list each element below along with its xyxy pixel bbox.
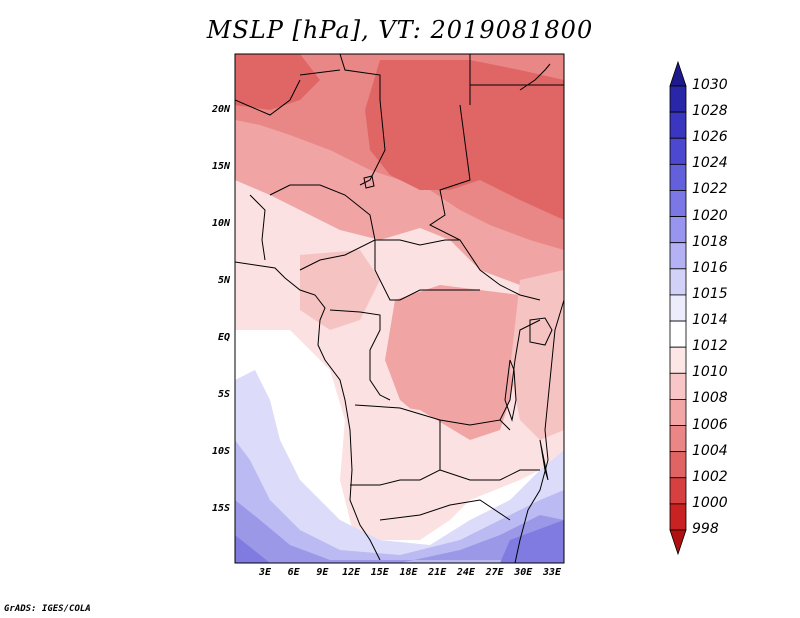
lon-label: 6E [287, 567, 300, 578]
border-8 [375, 239, 460, 246]
colorbar-label: 1015 [692, 285, 728, 302]
border-12 [350, 420, 441, 486]
border-10 [329, 309, 391, 401]
lat-label: 15N [211, 161, 230, 172]
field-region-high4 [235, 535, 270, 563]
colorbar-segment [669, 399, 687, 426]
lake-victoria [529, 317, 553, 346]
colorbar-label: 1002 [692, 468, 728, 485]
border-9 [374, 240, 480, 301]
lon-label: 30E [514, 567, 533, 578]
colorbar-segment [669, 346, 687, 374]
field-region-high2 [235, 440, 564, 563]
lat-label: 5S [217, 389, 230, 400]
lon-label: 27E [485, 567, 504, 578]
colorbar-label: 1026 [692, 129, 728, 146]
border-7 [269, 184, 376, 271]
colorbar-label: 1028 [692, 103, 728, 120]
field-region-east [510, 270, 564, 440]
field-region-congo [385, 285, 540, 440]
lake-chad [363, 175, 375, 189]
colorbar-segment [669, 477, 687, 505]
colorbar-segment [669, 451, 687, 479]
colorbar [669, 60, 687, 556]
coastline-west [235, 261, 381, 561]
colorbar-segment [669, 372, 687, 400]
redsea-coast [519, 63, 551, 91]
border-3 [235, 79, 301, 116]
colorbar-segment [669, 111, 687, 139]
lon-label: 24E [456, 567, 475, 578]
colorbar-label: 1004 [692, 442, 728, 459]
border-16 [249, 194, 266, 261]
colorbar-segment [669, 85, 687, 113]
lat-label: 10N [211, 218, 230, 229]
colorbar-label: 1010 [692, 364, 728, 381]
colorbar-segment [669, 320, 687, 348]
field-region-high3 [235, 500, 564, 563]
colorbar-label: 1014 [692, 312, 728, 329]
pressure-field [235, 54, 564, 563]
field-region-high4-east [500, 520, 564, 563]
border-13 [439, 469, 540, 481]
lat-label: 15S [211, 503, 230, 514]
field-region-central [300, 250, 380, 330]
colorbar-segment [669, 425, 687, 453]
colorbar-label: 1020 [692, 207, 728, 224]
lon-label: 21E [428, 567, 447, 578]
border-1 [339, 54, 386, 186]
lon-label: 12E [342, 567, 361, 578]
colorbar-segment [669, 190, 687, 217]
grads-credit: GrADS: IGES/COLA [4, 604, 91, 614]
colorbar-top-arrow [669, 60, 687, 87]
colorbar-label: 998 [692, 521, 719, 537]
lon-label: 9E [316, 567, 329, 578]
colorbar-label: 1008 [692, 390, 728, 407]
border-2 [299, 69, 341, 76]
country-borders [235, 54, 564, 563]
lat-label: 5N [217, 275, 230, 286]
colorbar-label: 1000 [692, 494, 728, 511]
colorbar-label: 1016 [692, 259, 728, 276]
lat-label: 10S [211, 446, 230, 457]
colorbar-label: 1012 [692, 338, 728, 355]
colorbar-segment [669, 294, 687, 322]
lake-malawi [539, 439, 549, 481]
colorbar-bottom-arrow [669, 529, 687, 556]
colorbar-segment [669, 216, 687, 244]
lat-label: EQ [217, 332, 230, 343]
border-14 [499, 319, 541, 421]
field-region-nw [235, 54, 320, 110]
lon-label: 15E [370, 567, 389, 578]
map-frame [234, 53, 565, 564]
colorbar-label: 1022 [692, 181, 728, 198]
lon-label: 18E [399, 567, 418, 578]
colorbar-segment [669, 503, 687, 531]
colorbar-label: 1018 [692, 233, 728, 250]
field-region-high1 [235, 370, 564, 563]
border-4 [429, 104, 541, 301]
colorbar-segment [669, 163, 687, 191]
colorbar-segment [669, 268, 687, 296]
colorbar-label: 1030 [692, 77, 728, 93]
coastline-east [514, 299, 564, 563]
border-15 [379, 499, 511, 521]
lat-label: 20N [211, 104, 230, 115]
map-title: MSLP [hPa], VT: 2019081800 [206, 16, 594, 44]
colorbar-segment [669, 242, 687, 270]
colorbar-label: 1006 [692, 416, 728, 433]
lon-label: 3E [258, 567, 272, 578]
lake-tanganyika [504, 359, 517, 422]
colorbar-segment [669, 137, 687, 165]
colorbar-label: 1024 [692, 155, 728, 172]
border-11 [354, 404, 511, 431]
lon-label: 33E [542, 567, 562, 578]
